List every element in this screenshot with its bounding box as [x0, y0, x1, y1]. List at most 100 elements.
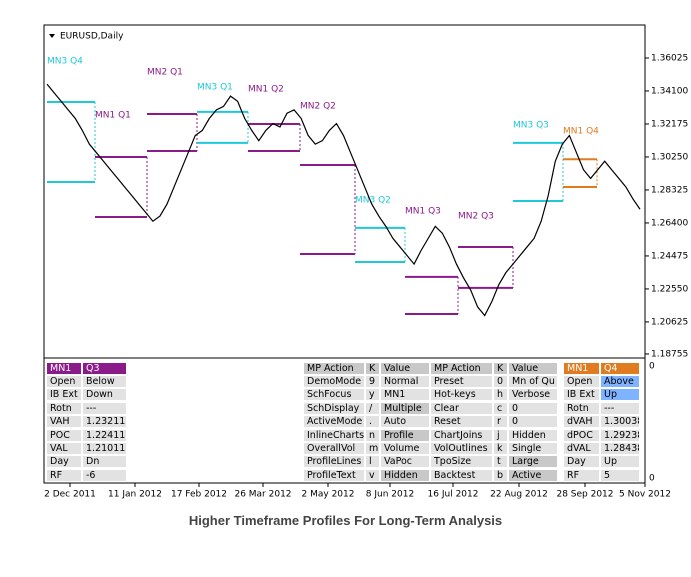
x-tick-label: 2 Dec 2011	[44, 490, 96, 500]
table-cell: Up	[600, 388, 640, 402]
table-cell: 1.30038	[600, 415, 640, 429]
table-cell: Down	[82, 388, 127, 402]
price-line	[46, 83, 641, 317]
table-cell: Q3	[82, 362, 127, 375]
table-cell: 1.22411	[82, 428, 127, 442]
table-cell: l	[365, 455, 380, 469]
table-cell: DemoMode	[303, 375, 365, 388]
table-cell: Below	[82, 375, 127, 388]
table-cell: k	[493, 442, 508, 455]
profile-label: MN1 Q2	[248, 85, 284, 95]
table-cell: MP Action	[430, 362, 493, 375]
table-cell: Backtest	[430, 468, 493, 482]
table-cell: Rotn	[46, 401, 82, 415]
table-cell: VolOutlines	[430, 442, 493, 455]
table-cell: InlineCharts	[303, 428, 365, 442]
x-tick-label: 8 Jun 2012	[366, 490, 414, 500]
x-tick-label: 17 Feb 2012	[171, 490, 227, 500]
profile-label: MN2 Q3	[458, 212, 494, 222]
table-cell: Preset	[430, 375, 493, 388]
table-cell: c	[493, 401, 508, 415]
table-cell: MN1	[46, 362, 82, 375]
x-tick-label: 26 Mar 2012	[234, 490, 291, 500]
table-cell: Dn	[82, 455, 127, 469]
panel-bottom-label: 0	[649, 474, 655, 484]
profile-label: MN3 Q4	[47, 57, 83, 67]
profile-label: MN2 Q1	[147, 68, 183, 78]
table-cell: RF	[563, 468, 600, 482]
y-tick-label: 1.28325	[651, 185, 688, 195]
x-tick-label: 11 Jan 2012	[108, 490, 162, 500]
table-cell: RF	[46, 468, 82, 482]
table-cell: Open	[46, 375, 82, 388]
profile-label: MN1 Q4	[563, 127, 599, 137]
table-cell: Hot-keys	[430, 388, 493, 402]
table-cell: ActiveMode	[303, 415, 365, 429]
table-cell: t	[493, 455, 508, 469]
table-cell: ---	[82, 401, 127, 415]
table-cell: MP Action	[303, 362, 365, 375]
table-cell: Verbose	[508, 388, 558, 402]
table-cell: VaPoc	[380, 455, 430, 469]
y-tick-label: 1.18755	[651, 349, 688, 359]
x-tick-label: 16 Jul 2012	[428, 490, 479, 500]
y-tick-label: 1.26400	[651, 218, 688, 228]
table-cell: h	[493, 388, 508, 402]
table-cell: Normal	[380, 375, 430, 388]
table-cell: 5	[600, 468, 640, 482]
table-cell: dVAL	[563, 442, 600, 455]
y-tick-label: 1.36025	[651, 53, 688, 63]
table-cell: v	[365, 468, 380, 482]
table-cell: dVAH	[563, 415, 600, 429]
table-cell: /	[365, 401, 380, 415]
table-cell: Q4	[600, 362, 640, 375]
profile-label: MN3 Q3	[513, 121, 549, 131]
table-cell: MN1	[380, 388, 430, 402]
table-cell: 1.23211	[82, 415, 127, 429]
y-tick-label: 1.32175	[651, 119, 688, 129]
table-cell: Volume	[380, 442, 430, 455]
table-cell: TpoSize	[430, 455, 493, 469]
table-cell: 0	[493, 375, 508, 388]
table-cell: POC	[46, 428, 82, 442]
table-cell: MN1	[563, 362, 600, 375]
x-tick-label: 22 Aug 2012	[490, 490, 548, 500]
x-tick-label: 28 Sep 2012	[556, 490, 613, 500]
symbol-label: EURUSD,Daily	[60, 32, 124, 42]
table-cell: m	[365, 442, 380, 455]
table-cell: Day	[46, 455, 82, 469]
table-cell: Open	[563, 375, 600, 388]
x-tick-label: 2 May 2012	[302, 490, 355, 500]
profile-label: MN2 Q2	[300, 102, 336, 112]
table-cell: dPOC	[563, 428, 600, 442]
table-cell: 1.21011	[82, 442, 127, 455]
table-cell: VAH	[46, 415, 82, 429]
table-cell: ChartJoins	[430, 428, 493, 442]
table-cell: b	[493, 468, 508, 482]
table-cell: Multiple	[380, 401, 430, 415]
x-tick-label: 5 Nov 2012	[619, 490, 671, 500]
table-cell: y	[365, 388, 380, 402]
table-cell: 0	[508, 401, 558, 415]
table-cell: Large	[508, 455, 558, 469]
table-cell: Above	[600, 375, 640, 388]
y-tick-label: 1.20625	[651, 317, 688, 327]
table-cell: ---	[600, 401, 640, 415]
table-cell: 1.28438	[600, 442, 640, 455]
table-cell: ProfileText	[303, 468, 365, 482]
table-cell: Mn of Qu	[508, 375, 558, 388]
price-frame	[43, 24, 646, 359]
table-cell: Value	[508, 362, 558, 375]
table-cell: K	[493, 362, 508, 375]
table-cell: j	[493, 428, 508, 442]
table-cell: n	[365, 428, 380, 442]
table-cell: .	[365, 415, 380, 429]
table-cell: Auto	[380, 415, 430, 429]
table-cell: 0	[508, 415, 558, 429]
table-cell: Clear	[430, 401, 493, 415]
table-cell: Single	[508, 442, 558, 455]
table-cell: K	[365, 362, 380, 375]
table-cell: SchDisplay	[303, 401, 365, 415]
